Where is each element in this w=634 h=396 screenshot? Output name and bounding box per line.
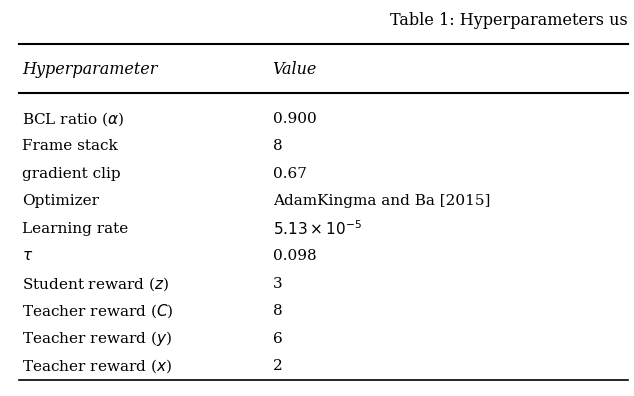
Text: $\tau$: $\tau$ (22, 249, 34, 263)
Text: Teacher reward ($x$): Teacher reward ($x$) (22, 358, 172, 375)
Text: BCL ratio ($\alpha$): BCL ratio ($\alpha$) (22, 110, 124, 128)
Text: 0.900: 0.900 (273, 112, 316, 126)
Text: 6: 6 (273, 332, 282, 346)
Text: 8: 8 (273, 139, 282, 153)
Text: AdamKingma and Ba [2015]: AdamKingma and Ba [2015] (273, 194, 490, 208)
Text: Teacher reward ($y$): Teacher reward ($y$) (22, 329, 172, 348)
Text: 0.098: 0.098 (273, 249, 316, 263)
Text: 3: 3 (273, 277, 282, 291)
Text: Student reward ($z$): Student reward ($z$) (22, 275, 169, 293)
Text: 0.67: 0.67 (273, 167, 306, 181)
Text: 2: 2 (273, 360, 282, 373)
Text: $5.13 \times 10^{-5}$: $5.13 \times 10^{-5}$ (273, 219, 361, 238)
Text: Teacher reward ($C$): Teacher reward ($C$) (22, 303, 174, 320)
Text: Frame stack: Frame stack (22, 139, 118, 153)
Text: Optimizer: Optimizer (22, 194, 99, 208)
Text: Table 1: Hyperparameters us: Table 1: Hyperparameters us (390, 12, 628, 29)
Text: Value: Value (273, 61, 317, 78)
Text: Learning rate: Learning rate (22, 222, 129, 236)
Text: 8: 8 (273, 305, 282, 318)
Text: Hyperparameter: Hyperparameter (22, 61, 158, 78)
Text: gradient clip: gradient clip (22, 167, 121, 181)
